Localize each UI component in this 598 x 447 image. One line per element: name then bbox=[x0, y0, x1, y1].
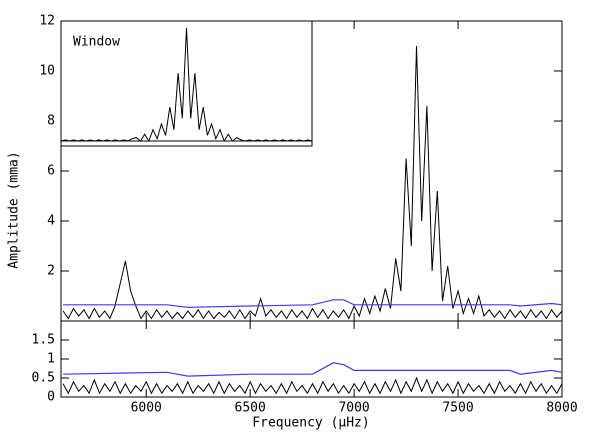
y-tick-label: 0.5 bbox=[32, 371, 55, 386]
y-tick-label: 12 bbox=[39, 14, 55, 29]
x-tick-label: 7500 bbox=[442, 401, 473, 416]
y-axis-label: Amplitude (mma) bbox=[7, 151, 22, 268]
spectrum-line bbox=[62, 376, 563, 395]
x-tick-label: 6000 bbox=[131, 401, 162, 416]
x-tick-label: 7000 bbox=[338, 401, 369, 416]
x-tick-label: 6500 bbox=[235, 401, 266, 416]
y-tick-label: 2 bbox=[47, 264, 55, 279]
y-tick-label: 1 bbox=[47, 352, 55, 367]
threshold-line bbox=[63, 299, 563, 308]
threshold-line bbox=[63, 362, 563, 377]
inset-frame bbox=[60, 20, 313, 147]
window-line bbox=[60, 27, 313, 143]
y-tick-label: 10 bbox=[39, 64, 55, 79]
y-tick-label: 8 bbox=[47, 114, 55, 129]
x-axis-label: Frequency (μHz) bbox=[252, 416, 369, 431]
y-tick-label: 6 bbox=[47, 164, 55, 179]
y-tick-label: 1.5 bbox=[32, 333, 55, 348]
spectrum-line bbox=[62, 45, 563, 320]
x-tick-label: 8000 bbox=[546, 401, 577, 416]
y-tick-label: 0 bbox=[47, 390, 55, 405]
inset-title: Window bbox=[73, 35, 120, 50]
y-tick-label: 4 bbox=[47, 214, 55, 229]
